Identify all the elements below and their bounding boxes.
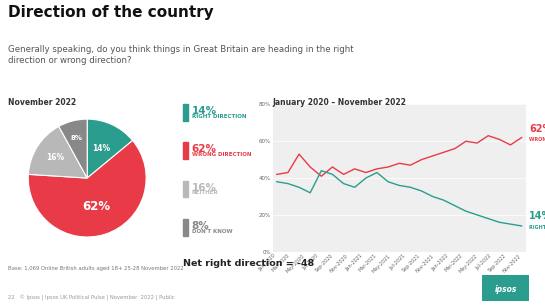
- Text: 62%: 62%: [82, 200, 111, 212]
- Text: Net right direction = -48: Net right direction = -48: [183, 259, 314, 268]
- Wedge shape: [59, 119, 87, 178]
- Text: 62%: 62%: [192, 144, 217, 154]
- Wedge shape: [87, 119, 132, 178]
- Text: Generally speaking, do you think things in Great Britain are heading in the righ: Generally speaking, do you think things …: [8, 45, 354, 65]
- Text: 14%: 14%: [192, 106, 217, 116]
- Text: DON'T KNOW: DON'T KNOW: [192, 229, 233, 234]
- Text: NEITHER: NEITHER: [192, 190, 219, 195]
- Text: WRONG DIRECTION: WRONG DIRECTION: [529, 137, 545, 142]
- Text: November 2022: November 2022: [8, 98, 76, 107]
- Text: Direction of the country: Direction of the country: [8, 5, 214, 20]
- Wedge shape: [28, 126, 87, 178]
- Text: January 2020 – November 2022: January 2020 – November 2022: [272, 98, 407, 107]
- Text: ipsos: ipsos: [494, 285, 517, 293]
- Text: Base: 1,069 Online British adults aged 18+ 25-28 November 2022: Base: 1,069 Online British adults aged 1…: [8, 266, 184, 270]
- Text: RIGHT DIRECTION: RIGHT DIRECTION: [529, 225, 545, 230]
- Text: RIGHT DIRECTION: RIGHT DIRECTION: [192, 114, 246, 119]
- Text: 14%: 14%: [92, 144, 110, 153]
- Wedge shape: [28, 141, 146, 237]
- Text: 22   © Ipsos | Ipsos UK Political Pulse | November  2022 | Public: 22 © Ipsos | Ipsos UK Political Pulse | …: [8, 295, 175, 301]
- Text: 16%: 16%: [46, 153, 64, 162]
- Text: WRONG DIRECTION: WRONG DIRECTION: [192, 152, 251, 157]
- Text: 14%: 14%: [529, 212, 545, 221]
- Text: 8%: 8%: [71, 135, 83, 141]
- Text: 8%: 8%: [192, 221, 210, 231]
- Text: 62%: 62%: [529, 124, 545, 134]
- Text: 16%: 16%: [192, 183, 217, 193]
